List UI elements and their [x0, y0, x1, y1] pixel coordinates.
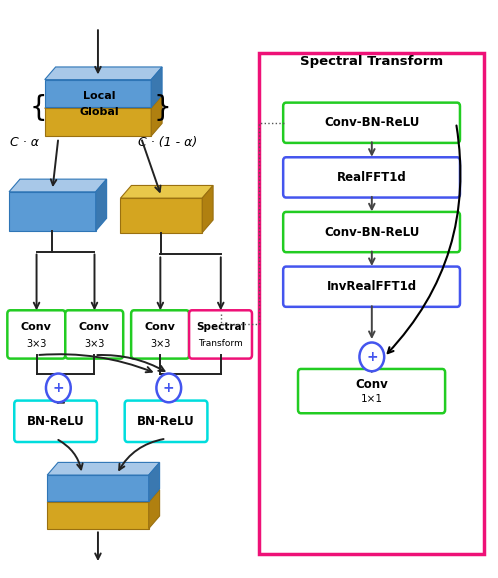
Polygon shape — [96, 179, 107, 231]
FancyBboxPatch shape — [124, 401, 207, 442]
Text: InvRealFFT1d: InvRealFFT1d — [327, 280, 417, 293]
Circle shape — [360, 343, 384, 371]
Text: 3×3: 3×3 — [150, 339, 170, 349]
FancyBboxPatch shape — [189, 310, 252, 358]
Text: Conv: Conv — [355, 378, 388, 391]
FancyBboxPatch shape — [298, 369, 445, 413]
FancyBboxPatch shape — [14, 401, 97, 442]
Text: Conv: Conv — [21, 322, 52, 332]
Text: 3×3: 3×3 — [84, 339, 105, 349]
Circle shape — [156, 373, 181, 402]
Polygon shape — [151, 67, 162, 108]
Polygon shape — [47, 462, 160, 475]
Polygon shape — [45, 96, 162, 109]
Text: RealFFT1d: RealFFT1d — [337, 171, 406, 184]
Polygon shape — [149, 462, 160, 501]
FancyBboxPatch shape — [283, 103, 460, 143]
FancyBboxPatch shape — [65, 310, 123, 358]
Polygon shape — [121, 186, 213, 198]
Polygon shape — [149, 490, 160, 529]
Polygon shape — [47, 475, 149, 501]
Text: Global: Global — [79, 107, 119, 117]
Text: 1×1: 1×1 — [361, 394, 382, 405]
Polygon shape — [47, 490, 160, 502]
Polygon shape — [9, 179, 107, 192]
Text: Local: Local — [83, 91, 115, 101]
FancyBboxPatch shape — [283, 266, 460, 307]
Polygon shape — [45, 67, 162, 80]
Text: 3×3: 3×3 — [26, 339, 46, 349]
FancyBboxPatch shape — [283, 157, 460, 198]
Polygon shape — [9, 192, 96, 231]
Text: +: + — [52, 381, 64, 395]
Text: Conv: Conv — [79, 322, 110, 332]
Text: C · (1 - α): C · (1 - α) — [137, 136, 197, 149]
Polygon shape — [151, 96, 162, 136]
Text: Conv-BN-ReLU: Conv-BN-ReLU — [324, 225, 419, 239]
FancyBboxPatch shape — [259, 53, 484, 554]
Text: BN-ReLU: BN-ReLU — [137, 415, 195, 428]
Text: Spectral Transform: Spectral Transform — [300, 54, 443, 68]
Text: }: } — [154, 94, 172, 122]
Text: Conv-BN-ReLU: Conv-BN-ReLU — [324, 116, 419, 129]
Polygon shape — [45, 109, 151, 136]
Polygon shape — [121, 198, 202, 232]
Polygon shape — [202, 186, 213, 232]
FancyBboxPatch shape — [7, 310, 65, 358]
Text: +: + — [366, 350, 377, 364]
Text: Conv: Conv — [145, 322, 176, 332]
Text: C · α: C · α — [10, 136, 39, 149]
Text: BN-ReLU: BN-ReLU — [27, 415, 85, 428]
Text: Spectral: Spectral — [196, 322, 245, 332]
Text: +: + — [163, 381, 175, 395]
Polygon shape — [47, 502, 149, 529]
Text: Transform: Transform — [198, 339, 243, 348]
Circle shape — [46, 373, 71, 402]
FancyBboxPatch shape — [131, 310, 189, 358]
FancyBboxPatch shape — [283, 212, 460, 252]
Polygon shape — [45, 80, 151, 108]
Text: {: { — [29, 94, 47, 122]
